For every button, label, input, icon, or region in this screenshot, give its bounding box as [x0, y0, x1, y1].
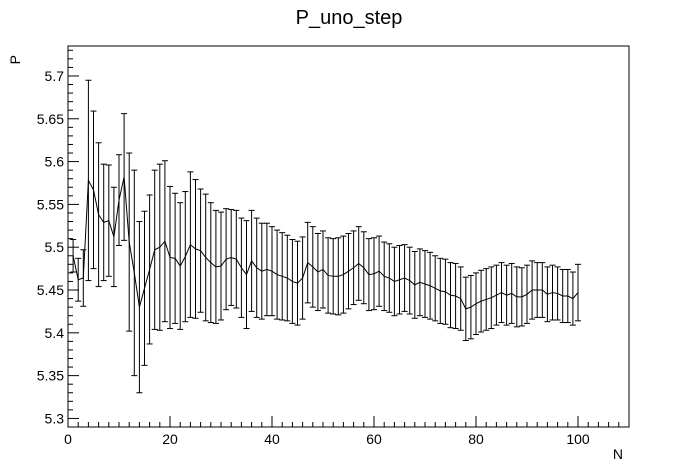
- x-tick-label: 80: [468, 431, 484, 447]
- y-tick-label: 5.6: [45, 154, 65, 170]
- x-axis: 0 20 40 60 80 100: [64, 416, 630, 447]
- y-axis: 5.3 5.35 5.4 5.45 5.5 5.55 5.6 5.65 5.7: [37, 49, 79, 428]
- y-tick-label: 5.55: [37, 196, 64, 212]
- x-tick-label: 20: [162, 431, 178, 447]
- x-axis-label: N: [613, 446, 623, 462]
- error-bar: [575, 263, 581, 322]
- x-tick-label: 100: [566, 431, 590, 447]
- series-line: [72, 176, 579, 310]
- y-tick-label: 5.4: [45, 325, 65, 341]
- chart-title: P_uno_step: [296, 7, 403, 29]
- y-tick-label: 5.45: [37, 282, 64, 298]
- y-tick-label: 5.5: [45, 239, 65, 255]
- y-tick-label: 5.3: [45, 410, 65, 426]
- y-tick-label: 5.35: [37, 368, 64, 384]
- y-tick-label: 5.7: [45, 68, 65, 84]
- plot-frame: [67, 45, 630, 428]
- y-tick-label: 5.65: [37, 111, 64, 127]
- error-bars: [70, 79, 581, 394]
- x-tick-label: 40: [264, 431, 280, 447]
- x-tick-label: 60: [366, 431, 382, 447]
- y-axis-label: P: [7, 55, 23, 64]
- x-tick-label: 0: [64, 431, 72, 447]
